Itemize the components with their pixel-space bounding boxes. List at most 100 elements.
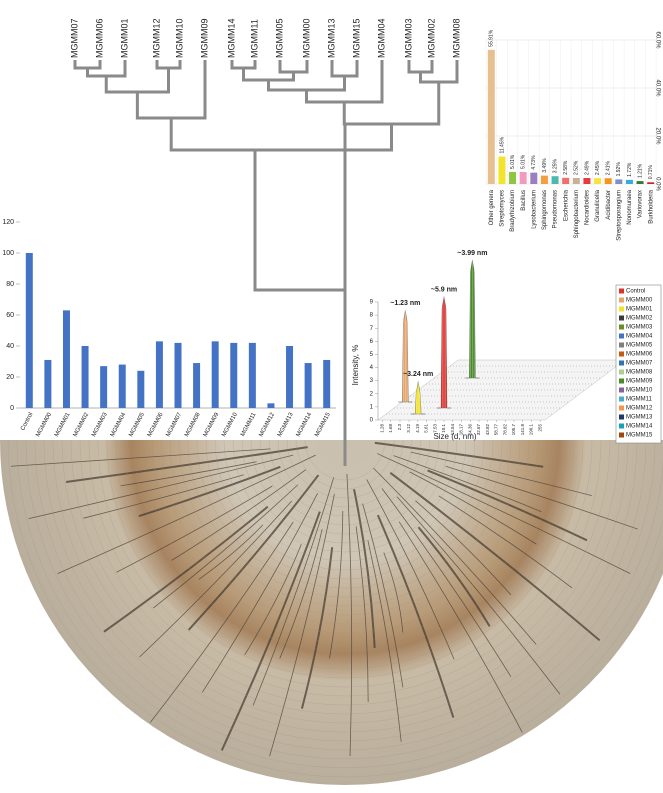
bar: [572, 177, 580, 184]
wood-ring: [259, 440, 431, 526]
wood-cross-section: [0, 440, 663, 785]
category-label: Bradyrhizobium: [510, 190, 516, 232]
peak-label: ~3.99 nm: [457, 250, 487, 257]
bar: [498, 156, 506, 184]
peak-label: ~3.24 nm: [403, 371, 433, 378]
wood-cracks: [7, 440, 663, 778]
bar: [118, 364, 126, 408]
category-label: Sphingobacterium: [574, 190, 580, 238]
y-tick-label: 40.0%: [654, 79, 660, 97]
dendrogram-branch: [253, 150, 345, 292]
dendrogram-branch: [267, 76, 346, 92]
x-tick-label: MGMM07: [165, 411, 183, 438]
legend-swatch: [619, 288, 624, 294]
value-label: 2.49%: [584, 160, 590, 175]
value-label: 2.41%: [606, 160, 612, 175]
x-tick-label: 24.36: [467, 424, 472, 436]
category-label: Acidibacter: [606, 190, 612, 220]
value-label: 5.01%: [510, 154, 516, 169]
x-tick-label: MGMM03: [91, 411, 109, 438]
leaf-label: MGMM06: [94, 18, 104, 58]
legend-swatch: [619, 378, 624, 384]
wood-ring: [205, 440, 485, 580]
x-tick-label: MGMM04: [110, 411, 128, 438]
leaf-label: MGMM08: [451, 18, 461, 58]
y-tick-label: 80: [6, 281, 14, 288]
floor: [377, 359, 626, 421]
dendrogram-branch: [155, 60, 182, 70]
bar: [248, 342, 256, 408]
legend-swatch: [619, 405, 624, 411]
wood-ring: [61, 440, 629, 724]
bar: [304, 363, 312, 408]
wood-ring: [223, 440, 467, 562]
wood-crack: [83, 474, 244, 519]
category-label: Streptomyces: [500, 190, 506, 227]
bar: [647, 182, 655, 184]
y-axis-title: Intensity, %: [351, 345, 360, 386]
dendrogram-branch: [230, 60, 257, 70]
wood-crack: [355, 526, 369, 702]
leaf-label: MGMM11: [249, 19, 259, 58]
peak-label: ~5.9 nm: [431, 286, 457, 293]
category-label: Lysobacterium: [531, 190, 537, 229]
y-tick-label: 1: [370, 404, 374, 410]
wood-crack: [244, 544, 302, 655]
dendrogram-branch: [278, 60, 309, 74]
legend-label: MGMM00: [626, 298, 653, 304]
value-label: 0.71%: [648, 165, 654, 180]
bar: [155, 341, 163, 408]
wood-ring: [133, 440, 557, 652]
wood-ring: [178, 440, 512, 607]
bar: [551, 176, 559, 184]
dls-chart: 0 1 2 3 4 5 6 7 8 9 1.28 1.68 2.3 3.12 4.19 5.61 7.53 10.…: [351, 250, 662, 444]
wood-crack: [438, 495, 573, 589]
legend-label: MGMM12: [626, 406, 653, 412]
wood-crack: [415, 500, 512, 596]
wood-ring: [97, 440, 593, 688]
dendrogram-branch: [330, 60, 359, 78]
bar: [44, 359, 52, 408]
legend-label: MGMM01: [626, 307, 653, 313]
x-tick-label: 10.1: [441, 424, 446, 433]
value-label: 1.21%: [637, 163, 643, 178]
inhibition-chart: 0 20 40 60 80 100 120 Control MGMM00 MGMM01 MGMM02…: [2, 219, 336, 438]
wood-ring: [232, 440, 458, 553]
wood-crack: [417, 526, 491, 627]
wood-ring: [187, 440, 503, 598]
legend-swatch: [619, 315, 624, 321]
value-label: 2.58%: [563, 160, 569, 175]
dendrogram-branch: [169, 118, 393, 152]
legend-label: MGMM08: [626, 370, 653, 376]
wood-ring: [250, 440, 440, 535]
wood-ring: [295, 440, 395, 490]
x-tick-label: 190.1: [529, 424, 534, 436]
y-tick-label: 0.0%: [654, 177, 660, 191]
wood-crack: [103, 505, 269, 633]
wood-ring: [196, 440, 494, 589]
legend-swatch: [619, 423, 624, 429]
x-tick-label: MGMM06: [147, 411, 165, 438]
wood-crack: [138, 465, 281, 518]
wood-crack: [381, 488, 512, 677]
dendrogram: MGMM07 MGMM06 MGMM01 MGMM12 MGMM10 MGMM09 MGMM…: [69, 18, 461, 466]
wood-ring: [304, 440, 386, 481]
bar: [625, 179, 633, 184]
legend-label: MGMM05: [626, 343, 653, 349]
legend-swatch: [619, 414, 624, 420]
y-tick-label: 100: [2, 250, 14, 257]
legend-swatch: [619, 387, 624, 393]
x-tick-label: 4.19: [415, 424, 420, 433]
bar: [211, 341, 219, 408]
x-axis-title: Size (d, nm): [433, 432, 476, 441]
x-tick-label: 78.82: [502, 424, 507, 436]
bar: [636, 181, 644, 184]
wood-crack: [220, 511, 321, 751]
x-tick-label: MGMM12: [258, 411, 276, 438]
bar: [487, 49, 495, 184]
y-tick-label: 7: [370, 326, 374, 332]
x-tick-label: MGMM15: [314, 411, 332, 438]
dendrogram-branch: [73, 60, 102, 70]
y-tick-label: 20: [6, 374, 14, 381]
